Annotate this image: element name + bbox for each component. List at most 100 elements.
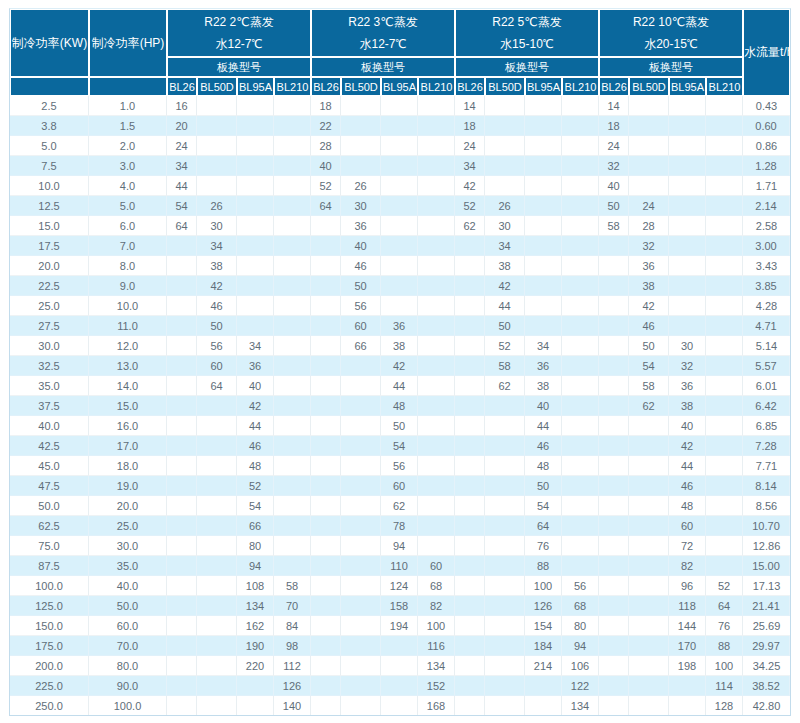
- cell-model-value: [599, 456, 629, 476]
- cell-model-value: [381, 276, 418, 296]
- cell-model-value: 24: [455, 136, 485, 156]
- cell-model-value: [311, 436, 341, 456]
- group-water-temp-label: 水12-7℃: [312, 33, 454, 55]
- cell-model-value: 18: [599, 116, 629, 136]
- cell-water-flow: 0.60: [743, 116, 790, 136]
- cell-cooling-kw: 200.0: [10, 656, 89, 676]
- cell-model-value: [197, 396, 237, 416]
- cell-model-value: 46: [341, 256, 381, 276]
- cell-model-value: [311, 656, 341, 676]
- cell-water-flow: 6.85: [743, 416, 790, 436]
- cell-model-value: [274, 236, 311, 256]
- cell-model-value: 46: [669, 476, 706, 496]
- cell-model-value: [237, 176, 274, 196]
- cell-cooling-kw: 150.0: [10, 616, 89, 636]
- col-header-model: BL50D: [341, 77, 381, 96]
- cell-model-value: [237, 216, 274, 236]
- cell-model-value: [341, 576, 381, 596]
- cell-model-value: 64: [167, 216, 197, 236]
- cell-model-value: [274, 436, 311, 456]
- cell-model-value: 48: [381, 396, 418, 416]
- cell-cooling-kw: 15.0: [10, 216, 89, 236]
- cell-model-value: 38: [669, 396, 706, 416]
- cell-model-value: [706, 376, 743, 396]
- cell-model-value: [669, 696, 706, 715]
- table-row: 30.012.056346638523450305.14: [10, 336, 790, 356]
- cell-model-value: [599, 616, 629, 636]
- cell-model-value: [629, 156, 669, 176]
- plate-model-header: 板换型号: [167, 57, 311, 77]
- cell-model-value: [599, 276, 629, 296]
- cell-cooling-hp: 1.5: [89, 116, 167, 136]
- cell-model-value: [562, 456, 599, 476]
- cell-model-value: [237, 316, 274, 336]
- cell-model-value: [562, 556, 599, 576]
- cell-model-value: [599, 436, 629, 456]
- cell-water-flow: 42.80: [743, 696, 790, 715]
- cell-model-value: 220: [237, 656, 274, 676]
- cell-model-value: [237, 96, 274, 116]
- cell-model-value: [167, 276, 197, 296]
- cell-cooling-kw: 50.0: [10, 496, 89, 516]
- cell-model-value: 76: [706, 616, 743, 636]
- group-header-r22-5c: R22 5℃蒸发 水15-10℃: [455, 9, 599, 57]
- cell-model-value: [599, 296, 629, 316]
- cell-cooling-kw: 75.0: [10, 536, 89, 556]
- cell-water-flow: 0.43: [743, 96, 790, 116]
- cell-model-value: 54: [525, 496, 562, 516]
- cell-model-value: 126: [525, 596, 562, 616]
- group-header-r22-3c: R22 3℃蒸发 水12-7℃: [311, 9, 455, 57]
- cell-cooling-hp: 18.0: [89, 456, 167, 476]
- cell-model-value: [706, 256, 743, 276]
- cell-cooling-hp: 35.0: [89, 556, 167, 576]
- cell-water-flow: 2.58: [743, 216, 790, 236]
- cell-model-value: [562, 496, 599, 516]
- cell-model-value: 60: [197, 356, 237, 376]
- group-condition-label: R22 10℃蒸发: [600, 11, 742, 33]
- cell-model-value: 94: [562, 636, 599, 656]
- cell-model-value: 40: [599, 176, 629, 196]
- cell-model-value: [629, 536, 669, 556]
- cell-model-value: [455, 376, 485, 396]
- cell-model-value: [455, 496, 485, 516]
- empty-header-hp: [89, 77, 167, 96]
- cell-model-value: [311, 236, 341, 256]
- cell-model-value: 34: [455, 156, 485, 176]
- cell-model-value: [455, 556, 485, 576]
- group-water-temp-label: 水12-7℃: [168, 33, 310, 55]
- cell-model-value: 72: [669, 536, 706, 556]
- table-row: 87.535.09411060888215.00: [10, 556, 790, 576]
- cell-model-value: 134: [237, 596, 274, 616]
- cell-model-value: [341, 476, 381, 496]
- table-row: 250.0100.014016813412842.80: [10, 696, 790, 715]
- col-header-model: BL210: [418, 77, 455, 96]
- cell-cooling-kw: 87.5: [10, 556, 89, 576]
- cell-model-value: [525, 256, 562, 276]
- cell-model-value: [599, 696, 629, 715]
- cell-model-value: [599, 536, 629, 556]
- cell-model-value: [706, 436, 743, 456]
- cell-cooling-kw: 10.0: [10, 176, 89, 196]
- table-row: 40.016.0445044406.85: [10, 416, 790, 436]
- cell-model-value: [341, 116, 381, 136]
- cell-model-value: [562, 356, 599, 376]
- cell-model-value: [455, 636, 485, 656]
- cell-model-value: 24: [167, 136, 197, 156]
- cell-model-value: [197, 536, 237, 556]
- cell-model-value: [197, 116, 237, 136]
- group-water-temp-label: 水15-10℃: [456, 33, 598, 55]
- cell-model-value: [311, 636, 341, 656]
- cell-model-value: [669, 176, 706, 196]
- cell-model-value: [706, 476, 743, 496]
- cell-model-value: [197, 596, 237, 616]
- cell-model-value: 56: [381, 456, 418, 476]
- cell-model-value: [525, 176, 562, 196]
- cell-water-flow: 4.71: [743, 316, 790, 336]
- cell-model-value: 14: [599, 96, 629, 116]
- cell-model-value: 100: [418, 616, 455, 636]
- cell-model-value: 46: [197, 296, 237, 316]
- cell-model-value: [418, 156, 455, 176]
- cell-model-value: [455, 576, 485, 596]
- cell-model-value: [418, 196, 455, 216]
- cell-model-value: [525, 276, 562, 296]
